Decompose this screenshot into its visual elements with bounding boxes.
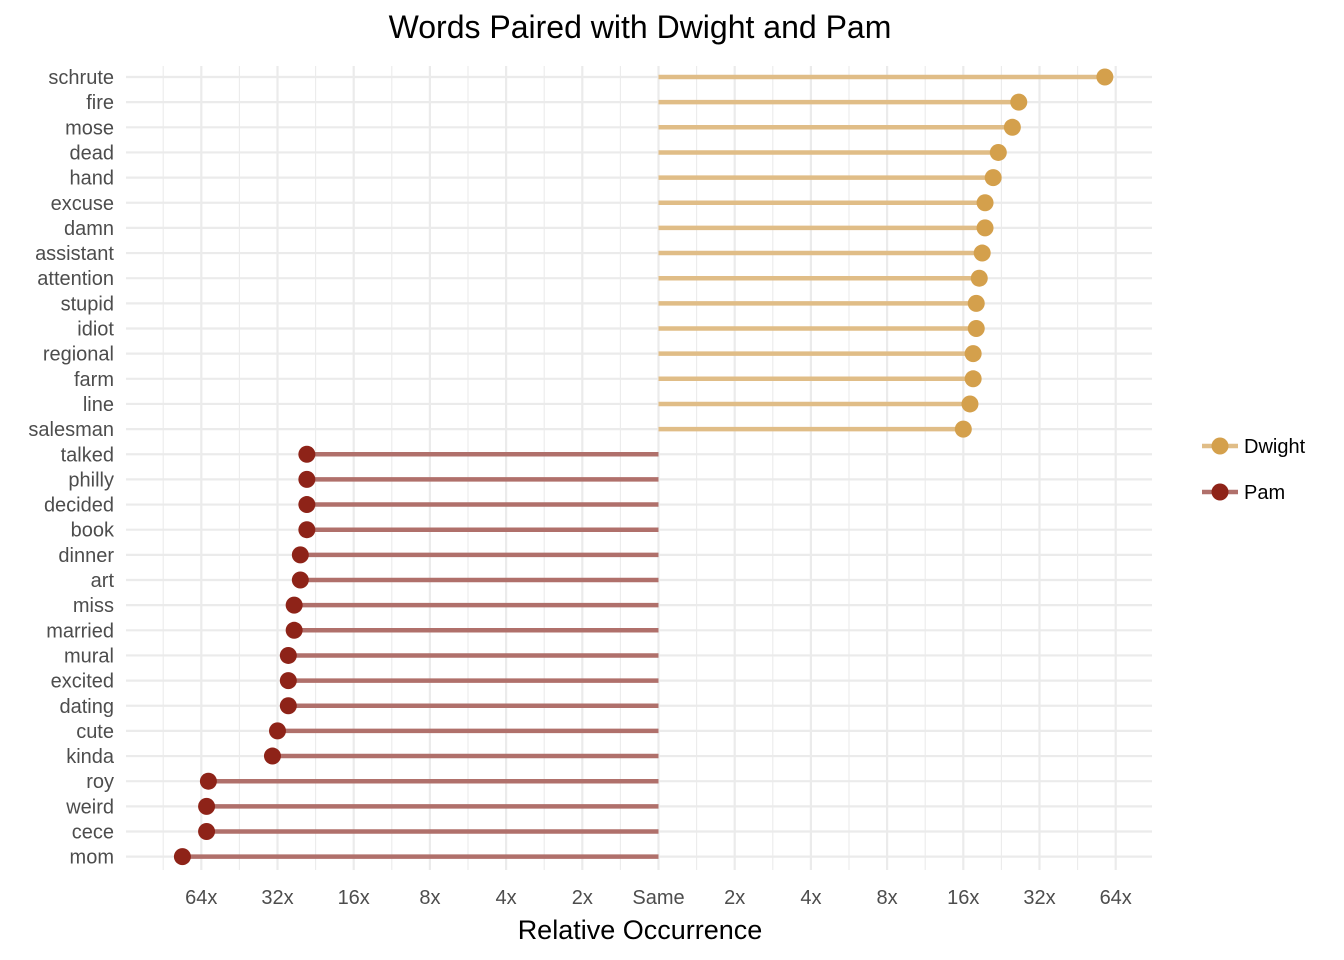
y-tick-label: married: [46, 620, 114, 642]
y-tick-label: decided: [44, 495, 114, 517]
y-tick-label: kinda: [66, 746, 115, 768]
y-tick-label: dead: [70, 142, 115, 164]
y-tick-label: miss: [73, 595, 114, 617]
x-tick-label: 2x: [572, 887, 593, 909]
grid: [126, 66, 1152, 870]
y-tick-label: cute: [76, 721, 114, 743]
legend-label: Pam: [1244, 482, 1285, 504]
point-cute: [269, 722, 286, 740]
y-tick-label: book: [71, 520, 115, 542]
y-tick-label: philly: [68, 469, 114, 491]
y-tick-label: salesman: [28, 419, 114, 441]
y-tick-label: mose: [65, 117, 114, 139]
y-tick-label: hand: [70, 168, 115, 190]
point-roy: [199, 772, 217, 790]
points: [173, 68, 1114, 866]
point-dead: [989, 143, 1007, 161]
y-tick-label: mural: [64, 645, 114, 667]
point-fire: [1010, 93, 1028, 111]
x-tick-label: 16x: [947, 887, 979, 909]
y-tick-label: attention: [37, 268, 114, 290]
point-dinner: [291, 546, 309, 564]
point-hand: [984, 169, 1002, 187]
point-schrute: [1096, 68, 1114, 86]
x-tick-label: 32x: [1023, 887, 1055, 909]
point-mose: [1003, 118, 1021, 136]
legend-key-point: [1211, 483, 1229, 501]
y-tick-label: excuse: [51, 193, 114, 215]
y-tick-label: assistant: [35, 243, 114, 265]
y-tick-label: dating: [60, 696, 115, 718]
point-mural: [279, 646, 297, 664]
point-line: [961, 395, 979, 413]
point-attention: [970, 269, 988, 287]
point-regional: [964, 345, 982, 363]
point-married: [285, 621, 303, 639]
point-stupid: [967, 294, 985, 312]
y-tick-label: mom: [70, 847, 114, 869]
y-tick-label: dinner: [58, 545, 114, 567]
x-tick-label: 64x: [1100, 887, 1132, 909]
x-axis-tick-labels: 64x 32x 16x 8x 4x 2x Same 2x 4x 8x 16x 32x 64x: [185, 887, 1132, 909]
x-tick-label: 8x: [419, 887, 440, 909]
legend-label: Dwight: [1244, 436, 1306, 458]
x-axis-title: Relative Occurrence: [518, 915, 763, 945]
x-tick-label: 4x: [496, 887, 517, 909]
legend: Dwight Pam: [1202, 436, 1306, 504]
legend-key-point: [1211, 437, 1229, 455]
point-decided: [298, 496, 316, 514]
stems: [182, 74, 1105, 859]
x-tick-label: 32x: [261, 887, 293, 909]
y-tick-label: line: [83, 394, 114, 416]
y-tick-label: schrute: [48, 67, 114, 89]
x-tick-label: 16x: [338, 887, 370, 909]
point-excuse: [976, 194, 994, 212]
point-kinda: [263, 747, 281, 765]
point-cece: [198, 823, 216, 840]
point-art: [291, 571, 309, 589]
x-tick-label: 2x: [724, 887, 745, 909]
point-talked: [298, 445, 316, 463]
point-philly: [298, 470, 316, 488]
point-mom: [173, 848, 191, 866]
x-tick-label: 8x: [877, 887, 898, 909]
y-tick-label: roy: [86, 771, 114, 793]
point-excited: [279, 672, 297, 690]
point-weird: [198, 797, 216, 815]
x-tick-label: Same: [632, 887, 684, 909]
point-miss: [285, 596, 303, 614]
chart-title: Words Paired with Dwight and Pam: [389, 9, 892, 45]
y-tick-label: weird: [65, 796, 114, 818]
y-tick-label: excited: [51, 671, 114, 693]
point-assistant: [973, 244, 991, 262]
y-tick-label: farm: [74, 369, 114, 391]
x-tick-label: 64x: [185, 887, 217, 909]
point-idiot: [967, 320, 985, 337]
y-tick-label: regional: [43, 344, 114, 366]
y-tick-label: stupid: [61, 293, 114, 315]
point-dating: [279, 697, 297, 715]
point-damn: [976, 219, 994, 237]
point-salesman: [954, 420, 972, 438]
x-tick-label: 4x: [800, 887, 821, 909]
y-axis-tick-labels: schrute fire mose dead hand excuse damn assista…: [28, 67, 115, 869]
y-tick-label: talked: [61, 444, 114, 466]
y-tick-label: art: [91, 570, 115, 592]
point-book: [298, 521, 316, 539]
y-tick-label: damn: [64, 218, 114, 240]
point-farm: [964, 370, 982, 388]
y-tick-label: fire: [86, 92, 114, 114]
y-tick-label: cece: [72, 822, 114, 844]
y-tick-label: idiot: [77, 319, 114, 341]
